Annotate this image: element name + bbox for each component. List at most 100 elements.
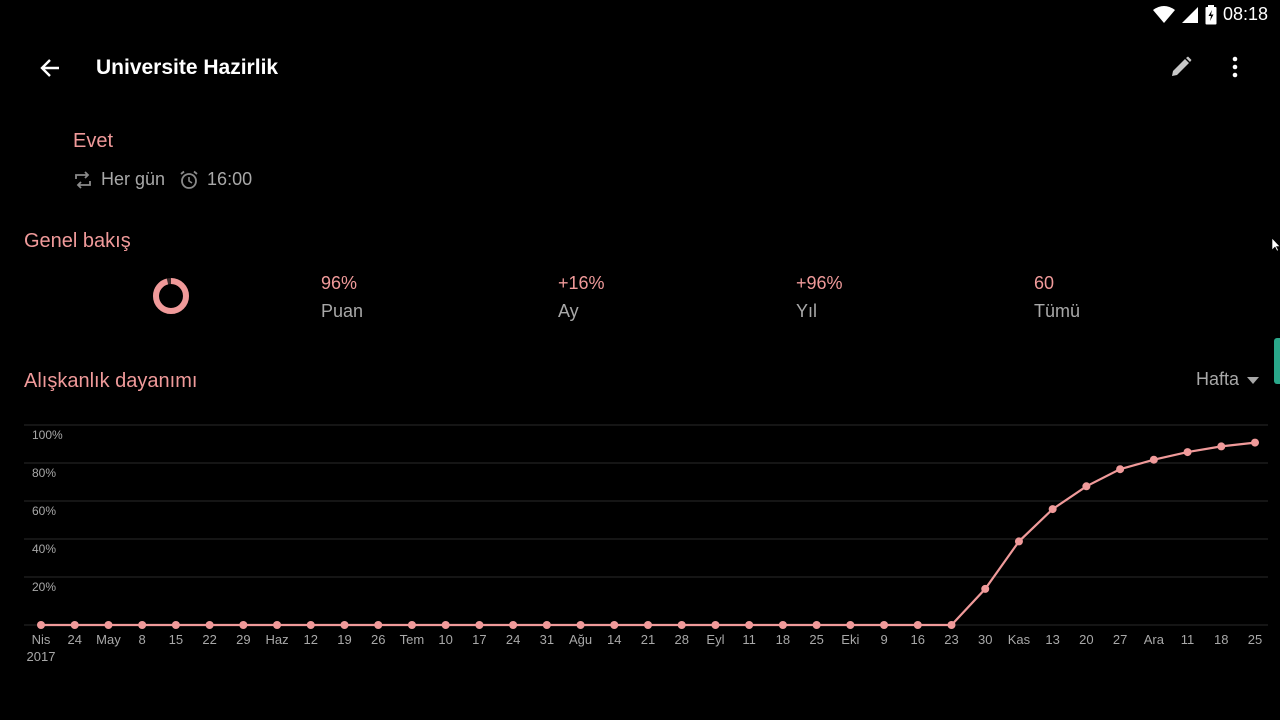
x-tick-label: 8 — [139, 632, 146, 647]
x-tick-label: 15 — [169, 632, 183, 647]
data-point — [104, 621, 113, 629]
x-tick-label: 18 — [776, 632, 790, 647]
data-point — [340, 621, 349, 629]
edge-panel-handle[interactable] — [1274, 338, 1280, 384]
data-point — [947, 621, 956, 629]
data-point — [70, 621, 79, 629]
period-dropdown[interactable]: Hafta — [1196, 369, 1260, 390]
stat-value: +96% — [796, 273, 843, 293]
x-tick-label: 31 — [540, 632, 554, 647]
wifi-icon — [1152, 5, 1175, 24]
data-point — [138, 621, 147, 629]
x-tick-label: 10 — [438, 632, 452, 647]
x-tick-label: 26 — [371, 632, 385, 647]
data-point — [239, 621, 248, 629]
data-point — [610, 621, 619, 629]
data-point — [1014, 537, 1023, 546]
page-title: Universite Hazirlik — [96, 56, 279, 79]
series-line — [41, 441, 1256, 627]
x-tick-label: Haz — [265, 632, 288, 647]
data-point — [576, 621, 585, 629]
more-vert-icon — [1232, 56, 1238, 83]
x-tick-label: 20 — [1079, 632, 1093, 647]
x-tick-label: Eki — [841, 632, 859, 647]
x-tick-label: 13 — [1045, 632, 1059, 647]
arrow-back-icon — [39, 57, 61, 84]
data-point — [812, 621, 821, 629]
stat-year: +96% Yıl — [796, 273, 843, 322]
habit-schedule: Her gün 16:00 — [73, 169, 252, 190]
x-tick-label: 11 — [1181, 632, 1195, 647]
data-point — [509, 621, 518, 629]
data-point — [778, 621, 787, 629]
x-tick-label: Nis — [32, 632, 51, 647]
signal-icon — [1181, 6, 1199, 24]
data-point — [374, 621, 383, 629]
back-button[interactable] — [34, 54, 66, 86]
overview-title: Genel bakış — [24, 230, 131, 252]
x-tick-label: 18 — [1214, 632, 1228, 647]
x-tick-label: 21 — [641, 632, 655, 647]
x-tick-label: Ağu — [569, 632, 592, 647]
stat-month: +16% Ay — [558, 273, 605, 322]
x-tick-label: 17 — [472, 632, 486, 647]
stat-label: Puan — [321, 301, 364, 321]
data-point — [205, 621, 214, 629]
data-point — [306, 621, 315, 629]
repeat-icon — [73, 170, 93, 189]
data-point — [711, 621, 720, 629]
habit-question: Evet — [73, 130, 114, 152]
data-point — [542, 621, 551, 629]
data-point — [273, 621, 282, 629]
data-point — [1082, 482, 1091, 491]
y-tick-label: 20% — [32, 580, 56, 594]
data-point — [441, 621, 450, 629]
x-tick-label: 23 — [944, 632, 958, 647]
x-tick-label: Kas — [1008, 632, 1031, 647]
x-tick-label: 11 — [742, 632, 756, 647]
x-tick-label: 9 — [880, 632, 887, 647]
data-point — [745, 621, 754, 629]
reminder-time: 16:00 — [207, 169, 253, 189]
x-tick-label: 24 — [506, 632, 520, 647]
x-tick-label: 25 — [1248, 632, 1262, 647]
x-tick-label: 16 — [911, 632, 925, 647]
x-year-label: 2017 — [27, 649, 56, 664]
y-tick-label: 100% — [32, 428, 63, 442]
stat-value: 60 — [1034, 273, 1055, 293]
stat-label: Tümü — [1034, 301, 1081, 321]
stat-total: 60 Tümü — [1034, 273, 1080, 322]
x-tick-label: 27 — [1113, 632, 1127, 647]
data-point — [644, 621, 652, 629]
x-tick-label: Eyl — [706, 632, 724, 647]
x-tick-label: 24 — [67, 632, 81, 647]
mouse-cursor-icon — [1271, 237, 1280, 257]
x-tick-label: 25 — [809, 632, 823, 647]
stat-score: 96% Puan — [321, 273, 363, 322]
data-point — [171, 621, 180, 629]
data-point — [981, 584, 990, 593]
stat-label: Yıl — [796, 301, 818, 321]
frequency-text: Her gün — [101, 169, 166, 189]
stat-label: Ay — [558, 301, 579, 321]
x-tick-label: 22 — [202, 632, 216, 647]
status-icons: 08:18 — [1152, 4, 1268, 25]
data-point — [846, 621, 855, 629]
data-point — [880, 621, 889, 629]
x-tick-label: 19 — [337, 632, 351, 647]
edit-button[interactable] — [1164, 52, 1198, 86]
x-tick-label: 29 — [236, 632, 250, 647]
data-point — [1149, 455, 1158, 464]
battery-icon — [1205, 4, 1217, 25]
status-bar: 08:18 — [0, 0, 1280, 30]
data-point — [1217, 442, 1226, 451]
more-options-button[interactable] — [1220, 52, 1250, 86]
clock-time: 08:18 — [1222, 4, 1268, 24]
stat-value: 96% — [321, 273, 358, 293]
x-tick-label: May — [96, 632, 121, 647]
pencil-icon — [1170, 56, 1192, 83]
period-label: Hafta — [1196, 369, 1240, 389]
x-tick-label: 12 — [304, 632, 318, 647]
data-point — [1048, 505, 1057, 514]
x-tick-label: 28 — [674, 632, 688, 647]
